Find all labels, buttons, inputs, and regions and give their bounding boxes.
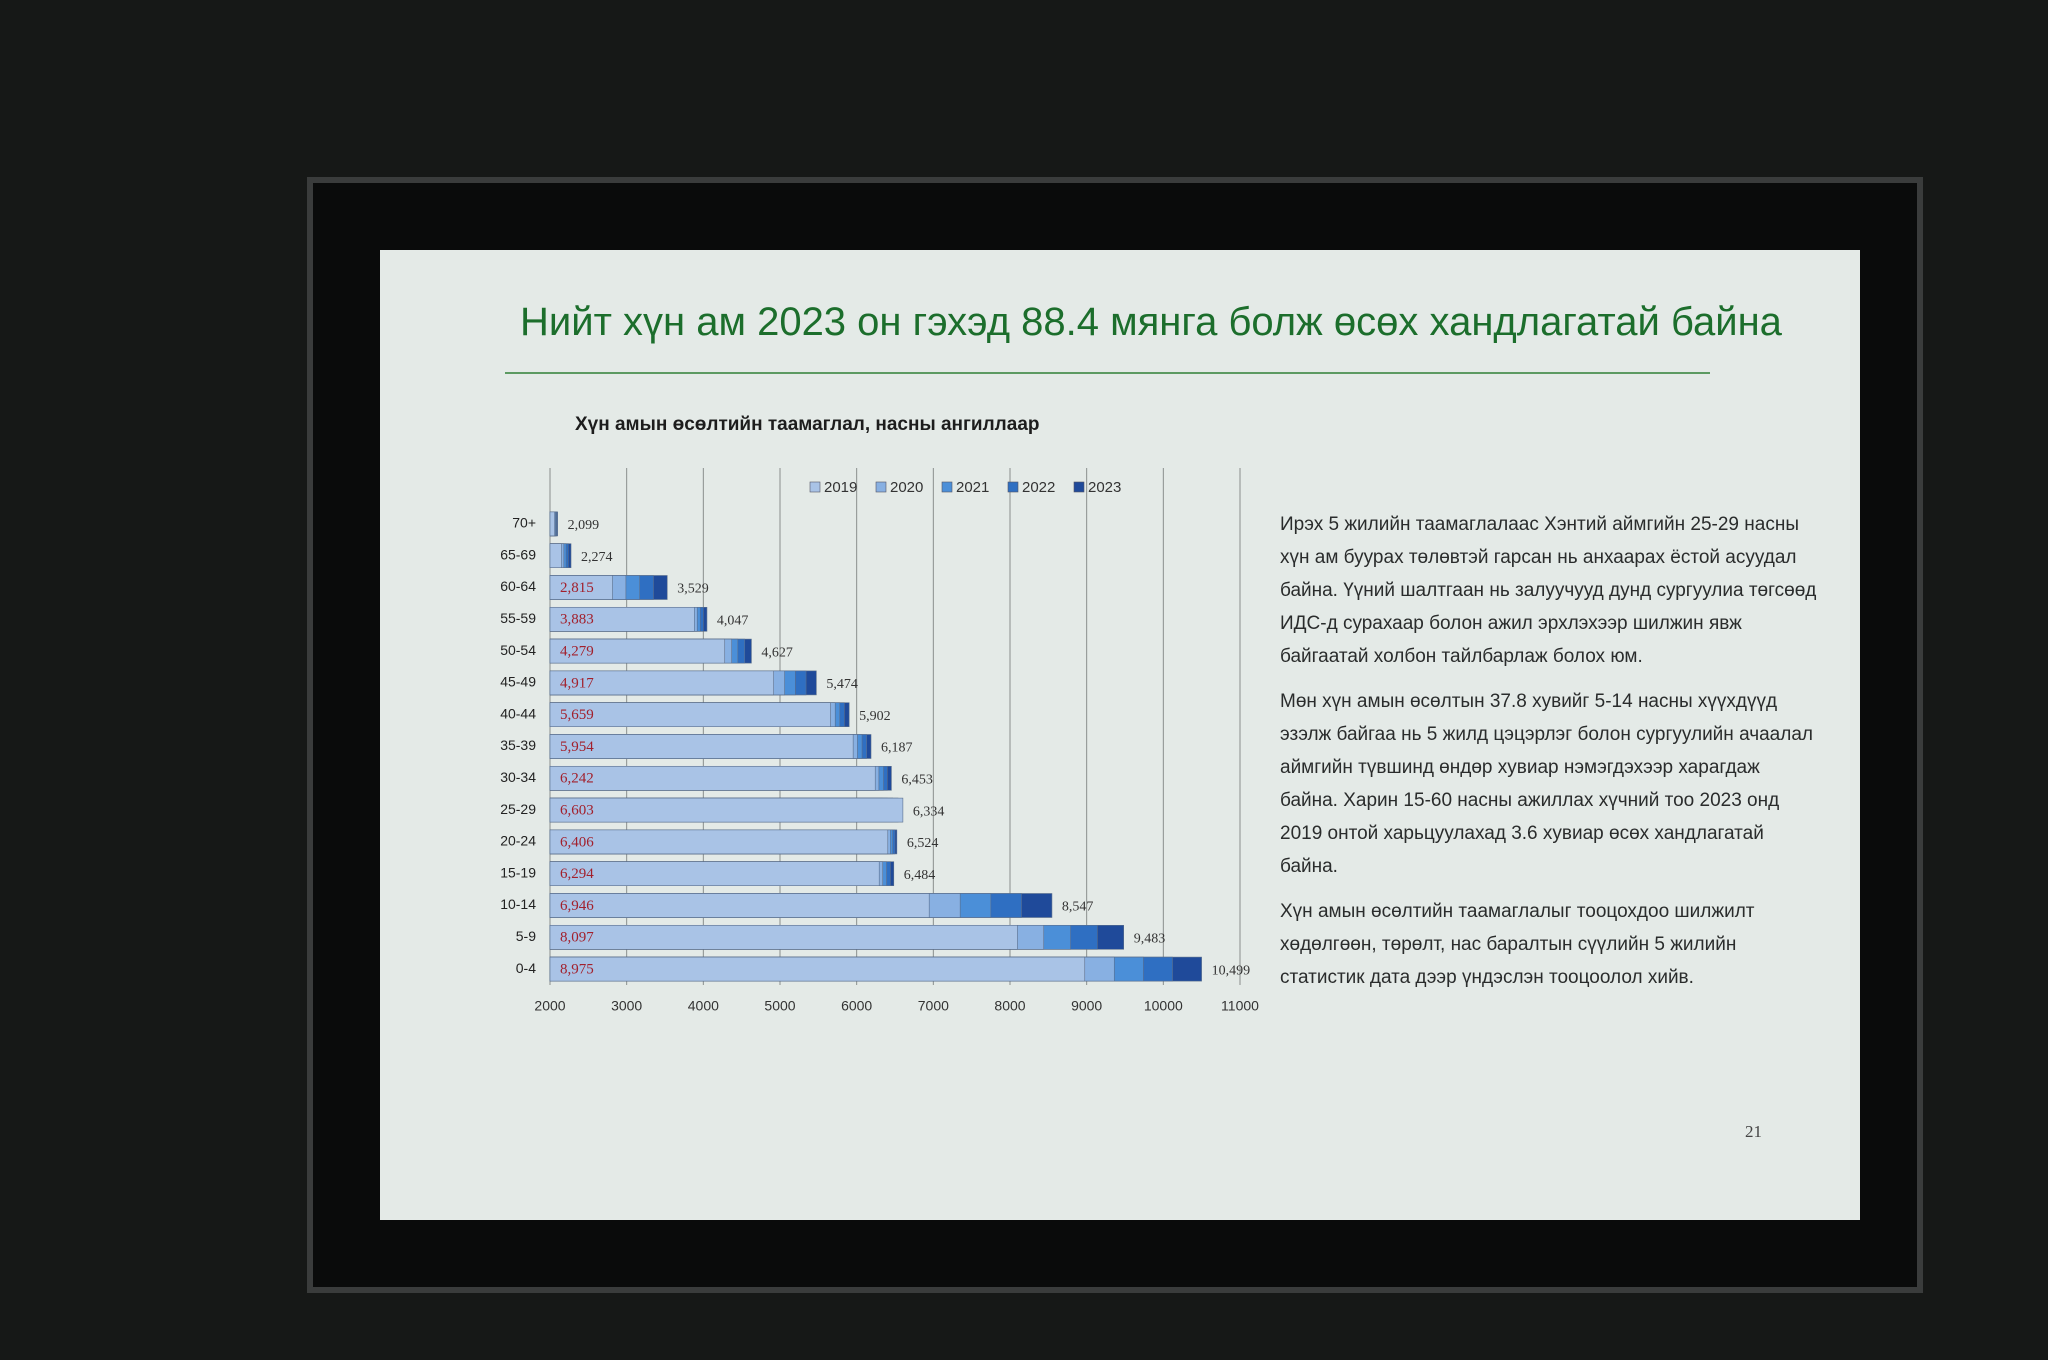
y-tick-label: 15-19 [500,864,536,880]
bar-segment [549,734,854,759]
value-label: 5,954 [560,739,594,755]
x-tick-label: 9000 [1071,998,1102,1014]
value-label: 6,524 [907,836,939,851]
slide-title: Нийт хүн ам 2023 он гэхэд 88.4 мянга бол… [520,300,1782,344]
y-tick-label: 45-49 [500,674,536,690]
value-label: 2,815 [560,580,594,596]
chart-title: Хүн амын өсөлтийн таамаглал, насны ангил… [575,414,1040,435]
value-label: 8,547 [1062,900,1094,915]
y-tick-label: 35-39 [500,737,536,753]
value-label: 3,529 [677,582,709,597]
legend-swatch [875,481,887,493]
value-label: 6,242 [560,771,594,787]
bar-segment [549,765,876,791]
legend-label: 2020 [890,479,923,496]
bar-segment [549,702,831,728]
x-tick-label: 10000 [1144,998,1183,1014]
bar-segment [549,670,774,696]
bar-segment [549,829,889,855]
bar-segment [549,861,880,887]
legend-swatch [1007,481,1019,493]
bar-segment [549,797,904,823]
x-tick-label: 11000 [1221,998,1259,1014]
legend-swatch [941,481,953,493]
x-tick-label: 8000 [994,998,1025,1014]
value-label: 5,659 [560,707,594,723]
legend-label: 2022 [1022,479,1055,496]
y-tick-label: 25-29 [500,801,536,817]
x-tick-label: 4000 [688,998,719,1014]
value-label: 4,047 [717,614,749,629]
value-label: 8,975 [560,962,594,978]
y-tick-label: 10-14 [500,896,536,912]
value-label: 2,099 [568,518,600,533]
value-label: 4,917 [560,675,594,691]
y-tick-label: 60-64 [500,578,536,594]
value-label: 5,902 [859,709,891,724]
value-label: 8,097 [560,930,594,946]
value-label: 6,946 [560,898,594,914]
value-label: 4,627 [761,645,793,660]
bar-segment [549,956,1086,982]
value-label: 6,484 [904,868,936,883]
paragraph: Мөн хүн амын өсөлтын 37.8 хувийг 5-14 на… [1280,691,1813,877]
x-tick-label: 3000 [611,998,642,1014]
y-tick-label: 0-4 [516,960,536,976]
y-tick-label: 40-44 [500,705,536,721]
x-tick-label: 6000 [841,998,872,1014]
legend-swatch [809,481,821,493]
value-label: 10,499 [1212,963,1251,978]
bar-segment [549,638,726,664]
paragraph: Ирэх 5 жилийн таамаглалаас Хэнтий аймгий… [1280,514,1817,667]
x-tick-label: 5000 [764,998,795,1014]
value-label: 3,883 [560,612,594,628]
legend-label: 2021 [956,479,989,496]
x-tick-label: 7000 [918,998,949,1014]
legend-label: 2023 [1088,479,1121,496]
value-label: 6,294 [560,866,594,882]
y-tick-label: 30-34 [500,769,536,785]
legend-swatch [1073,481,1085,493]
y-tick-label: 20-24 [500,833,536,849]
value-label: 6,334 [913,804,945,819]
y-tick-label: 5-9 [516,928,536,944]
bar-segment [549,575,613,600]
value-label: 4,279 [560,644,594,660]
paragraph: Хүн амын өсөлтийн таамаглалыг тооцохдоо … [1280,901,1755,988]
bar-segment [549,606,695,632]
value-label: 6,453 [901,773,933,788]
x-tick-label: 2000 [534,998,565,1014]
bar-segment [549,543,562,569]
bar-segment [549,924,1018,950]
y-tick-label: 50-54 [500,642,536,658]
y-tick-label: 65-69 [500,546,536,562]
bar-segment [549,893,930,918]
value-label: 9,483 [1134,932,1166,947]
bar-segment [549,511,555,537]
y-tick-label: 70+ [512,515,536,531]
y-tick-label: 55-59 [500,610,536,626]
title-rule [505,372,1710,374]
legend-label: 2019 [824,479,857,496]
page-number: 21 [1745,1122,1762,1141]
value-label: 6,603 [560,803,594,819]
value-label: 6,187 [881,741,913,756]
value-label: 6,406 [560,834,594,850]
value-label: 2,274 [581,550,613,565]
text-block: Ирэх 5 жилийн таамаглалаас Хэнтий аймгий… [1280,508,1820,1006]
value-label: 5,474 [826,677,858,692]
